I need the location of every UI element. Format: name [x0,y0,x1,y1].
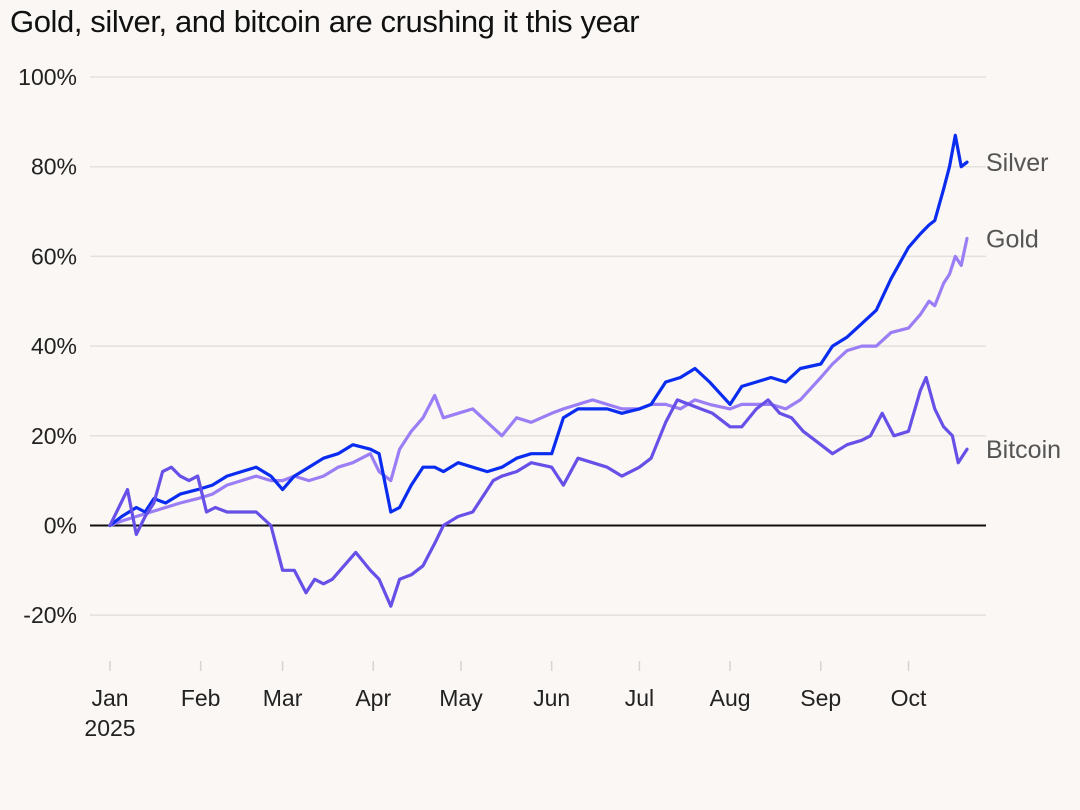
series-labels: Silver Gold Bitcoin [986,149,1061,464]
y-tick-label: 100% [18,64,77,90]
x-tick-label: Jun [533,685,570,711]
y-tick-label: 40% [31,333,77,359]
x-tick-label: Mar [263,685,303,711]
y-axis: -20% 0% 20% 40% 60% 80% 100% [18,64,77,628]
x-axis: Jan 2025 Feb Mar Apr May Jun Jul Aug Sep Oct [84,661,927,741]
x-tick-label: May [439,685,483,711]
y-tick-label: 0% [44,512,77,538]
y-tick-label: -20% [23,602,77,628]
series-label-bitcoin: Bitcoin [986,436,1061,464]
y-tick-label: 80% [31,154,77,180]
x-tick-label: Jan [91,685,128,711]
y-tick-label: 20% [31,423,77,449]
series-label-silver: Silver [986,149,1049,177]
x-tick-label: Jul [625,685,654,711]
x-tick-label: Apr [355,685,391,711]
y-tick-label: 60% [31,243,77,269]
x-tick-label: Sep [800,685,841,711]
series-line-bitcoin [108,375,969,608]
series-layer [108,133,969,608]
x-tick-label: Aug [710,685,751,711]
x-tick-sublabel: 2025 [84,715,135,741]
grid-layer [90,76,986,616]
series-line-gold [108,236,969,528]
x-tick-label: Feb [181,685,221,711]
series-label-gold: Gold [986,225,1039,253]
series-line-silver [108,133,969,528]
x-tick-label: Oct [891,685,927,711]
chart-title: Gold, silver, and bitcoin are crushing i… [10,4,640,39]
